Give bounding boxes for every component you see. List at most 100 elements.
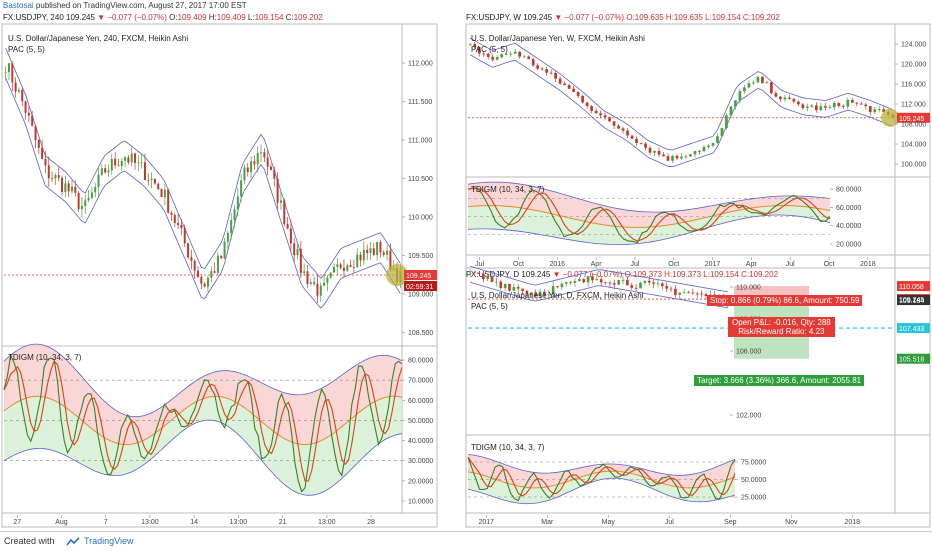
weekly-candle (513, 51, 517, 54)
weekly-osc-tick-label: 20.0000 (836, 241, 861, 248)
daily-symbol-title: FX:USDJPY, D 109.245 ▼ −0.077 (−0.07%) O… (466, 269, 778, 280)
weekly-candle (855, 102, 859, 104)
daily-fast-line (467, 456, 736, 502)
daily-osc-tick-label: 50.0000 (741, 477, 766, 484)
left-candle (369, 248, 372, 254)
charts-canvas: 112.000 111.500 111.000 110.500 110.000 109.5… (1, 23, 931, 528)
weekly-candle (761, 76, 764, 84)
daily-main-title: U.S. Dollar/Japanese Yen, D, FXCM, Heiki… (471, 291, 644, 300)
weekly-candle (666, 156, 670, 161)
left-candle (319, 285, 322, 296)
left-x-tick-label: Aug (55, 519, 68, 526)
left-candle (7, 63, 10, 73)
daily-candle (630, 285, 634, 288)
weekly-candle (770, 82, 773, 94)
weekly-candle (864, 104, 868, 107)
daily-3-price-badge-text: 107.433 (899, 326, 924, 333)
publish-header: Bastosai published on TradingView.com, A… (0, 0, 932, 12)
daily-candle (516, 287, 520, 289)
left-candle (90, 192, 93, 199)
left-candle (11, 63, 14, 83)
left-price-badge-text: 109.245 (406, 273, 431, 280)
weekly-candle (806, 106, 809, 109)
left-candle (143, 162, 146, 181)
weekly-candle (850, 100, 854, 103)
weekly-x-tick-label: Apr (591, 261, 603, 268)
weekly-candle (554, 73, 557, 79)
daily-candle (525, 290, 529, 295)
left-candle (87, 198, 90, 201)
daily-candle (678, 292, 682, 295)
left-candle (210, 271, 213, 278)
weekly-price-badge (897, 112, 930, 123)
weekly-ohlc: O:109.635 H:109.635 L:109.154 C:109.202 (626, 13, 780, 22)
ohlc-l-value: 109.154 (254, 13, 284, 22)
daily-candle (538, 291, 542, 297)
weekly-x-tick-label: Oct (668, 261, 679, 268)
left-candle (329, 272, 332, 278)
footer-brand[interactable]: TradingView (84, 536, 134, 546)
weekly-candle (509, 53, 513, 55)
left-candle (183, 228, 186, 244)
weekly-candle (545, 69, 549, 73)
weekly-osc-tick-label: 40.0000 (836, 223, 861, 230)
daily-y-tick-label: 106.000 (736, 349, 761, 356)
left-candle (197, 270, 200, 277)
left-symbol: FX:USDJPY, 240 109.245 (3, 13, 95, 22)
author-link[interactable]: Bastosai (3, 1, 34, 10)
daily-candle (652, 282, 655, 284)
left-candle (61, 177, 64, 192)
weekly-candle (567, 85, 571, 89)
left-candle (200, 276, 203, 284)
weekly-candle (477, 46, 481, 54)
weekly-candle (734, 100, 737, 107)
left-osc-tick-label: 80.0000 (408, 358, 433, 365)
daily-change: ▼ −0.077 (−0.07%) (552, 270, 623, 279)
left-candle (230, 219, 233, 233)
left-osc-tick-label: 70.0000 (408, 378, 433, 385)
weekly-y-tick-label: 112.000 (901, 102, 926, 109)
daily-x-tick-label: Nov (785, 519, 798, 526)
daily-candle (691, 292, 695, 294)
left-symbol-title: FX:USDJPY, 240 109.245 ▼ −0.077 (−0.07%)… (3, 12, 323, 23)
left-main-title: U.S. Dollar/Japanese Yen, 240, FXCM, Hei… (8, 34, 189, 43)
left-candle (316, 283, 319, 296)
daily-candle (661, 283, 664, 287)
weekly-candle (522, 56, 526, 58)
left-candle (250, 161, 253, 173)
daily-candle (612, 283, 616, 285)
left-candle (266, 157, 269, 167)
daily-x-tick-label: Mar (541, 519, 554, 526)
daily-x-tick-label: 2017 (479, 519, 495, 526)
open-pl-box: Open P&L: -0.016, Qty: 288 Risk/Reward R… (728, 317, 835, 337)
daily-candle (556, 286, 559, 288)
weekly-candle (747, 83, 751, 88)
text-layer: 112.000 111.500 111.000 110.500 110.000 109.5… (13, 42, 926, 527)
left-candle (233, 209, 236, 220)
left-candle (14, 82, 17, 92)
daily-3-price-badge (897, 323, 930, 334)
left-candle (309, 282, 312, 284)
publish-info: published on TradingView.com, August 27,… (35, 1, 247, 10)
weekly-pac-upper (470, 37, 893, 151)
daily-1-price-badge-text: 109.245 (899, 297, 924, 304)
left-candle (276, 178, 279, 203)
left-osc-tick-label: 40.0000 (408, 438, 433, 445)
weekly-candle (527, 56, 531, 60)
daily-candle (669, 288, 673, 290)
daily-candle (639, 282, 642, 289)
left-candle (216, 255, 219, 273)
weekly-candle (823, 106, 827, 108)
left-candle (296, 248, 299, 256)
left-candle (366, 249, 369, 254)
left-x-tick-label: 13:00 (141, 519, 159, 526)
left-y-tick-label: 108.500 (408, 330, 433, 337)
left-candle (206, 277, 209, 287)
daily-candle (599, 279, 603, 283)
left-candle (120, 160, 123, 167)
weekly-candle (536, 65, 540, 69)
weekly-candle (832, 103, 836, 108)
left-candle (21, 89, 24, 102)
weekly-candle (711, 142, 715, 146)
weekly-candle (819, 106, 823, 111)
